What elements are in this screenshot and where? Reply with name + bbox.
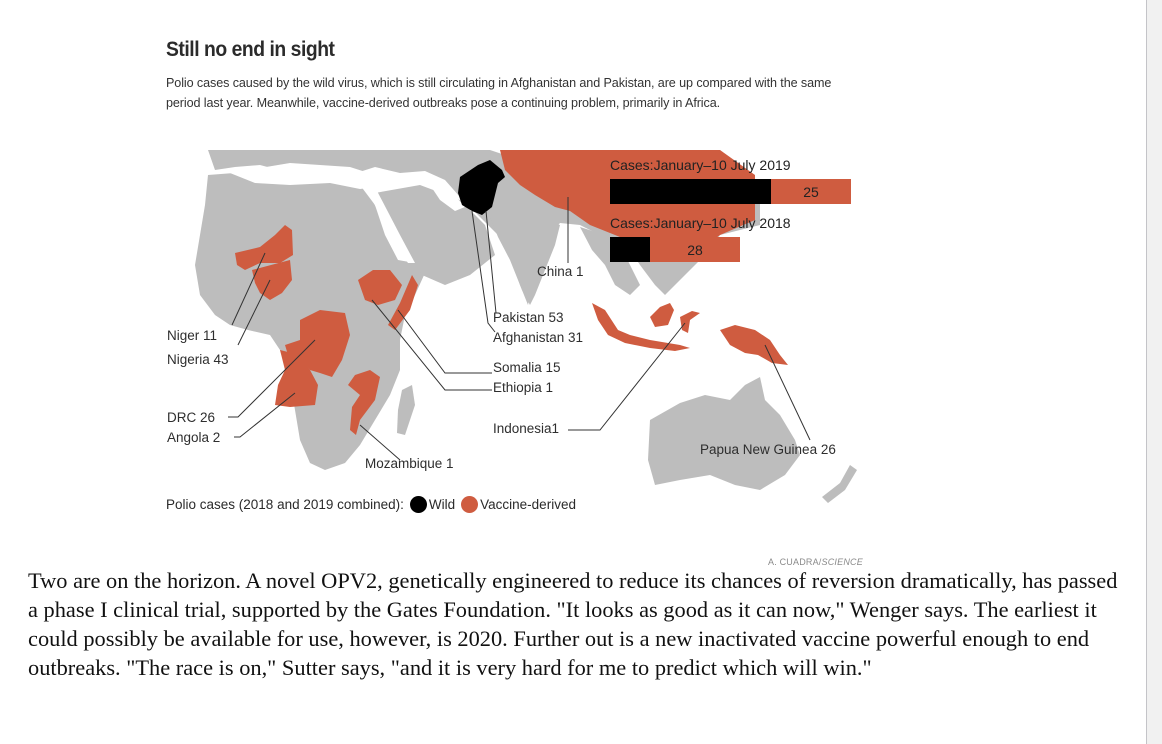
land-new-zealand [822,465,857,503]
label-indonesia: Indonesia1 [493,421,560,436]
legend-label: Polio cases (2018 and 2019 combined): [166,497,404,512]
figure-subtitle: Polio cases caused by the wild virus, wh… [166,76,832,110]
country-china [500,150,755,260]
persian-gulf [430,185,465,211]
country-angola [275,350,318,407]
country-afghanistan-pakistan [458,160,505,215]
bar-2019-vaccine-derived: 25 [771,179,851,204]
land-australia [648,377,800,490]
country-papua-new-guinea [720,325,788,365]
article-paragraph: Two are on the horizon. A novel OPV2, ge… [28,568,1118,680]
mediterranean-sea [230,163,390,189]
map-legend: Polio cases (2018 and 2019 combined): Wi… [166,496,576,513]
label-pakistan: Pakistan 53 [493,310,564,325]
figure-title: Still no end in sight [166,38,335,61]
credit-author: A. CUADRA/ [768,557,822,567]
legend-wild: Wild [428,497,456,512]
figure-credit: A. CUADRA/SCIENCE [768,557,863,567]
country-indonesia-borneo [650,303,674,327]
label-niger: Niger 11 [167,328,218,343]
label-angola: Angola 2 [167,430,221,445]
country-niger [235,225,293,270]
leader-lines [228,197,811,461]
label-nigeria: Nigeria 43 [167,352,229,367]
country-nigeria [252,260,292,300]
bar-2019-wild [610,179,771,204]
red-sea [365,185,415,263]
label-ethiopia: Ethiopia 1 [493,380,554,395]
bar-2018-wild [610,237,650,262]
label-papua-new-guinea: Papua New Guinea 26 [700,442,836,457]
legend-vaccine-derived: Vaccine-derived [480,497,576,512]
bar-label-2019: Cases:January–10 July 2019 [610,157,791,173]
vaccine-derived-dot-icon [461,496,479,513]
label-afghanistan: Afghanistan 31 [493,330,584,345]
vertical-scrollbar[interactable] [1146,0,1162,744]
credit-source: SCIENCE [821,557,863,567]
land-india [490,215,560,305]
bar-label-2018: Cases:January–10 July 2018 [610,215,791,231]
country-drc [285,310,350,377]
country-ethiopia [358,270,402,305]
country-somalia [388,275,418,330]
label-somalia: Somalia 15 [493,360,561,375]
country-indonesia [592,303,690,351]
bar-2018-vaccine-derived: 28 [650,237,740,262]
country-mozambique [348,370,380,435]
world-map-graphic [195,150,857,503]
land-madagascar [397,385,415,435]
wild-dot-icon [409,496,427,513]
label-drc: DRC 26 [167,410,216,425]
label-china: China 1 [537,264,584,279]
label-mozambique: Mozambique 1 [365,456,454,471]
land-arabia [375,185,495,285]
country-indonesia-sulawesi [680,311,700,333]
polio-map: Niger 11 Nigeria 43 DRC 26 Angola 2 Moza… [160,145,870,520]
